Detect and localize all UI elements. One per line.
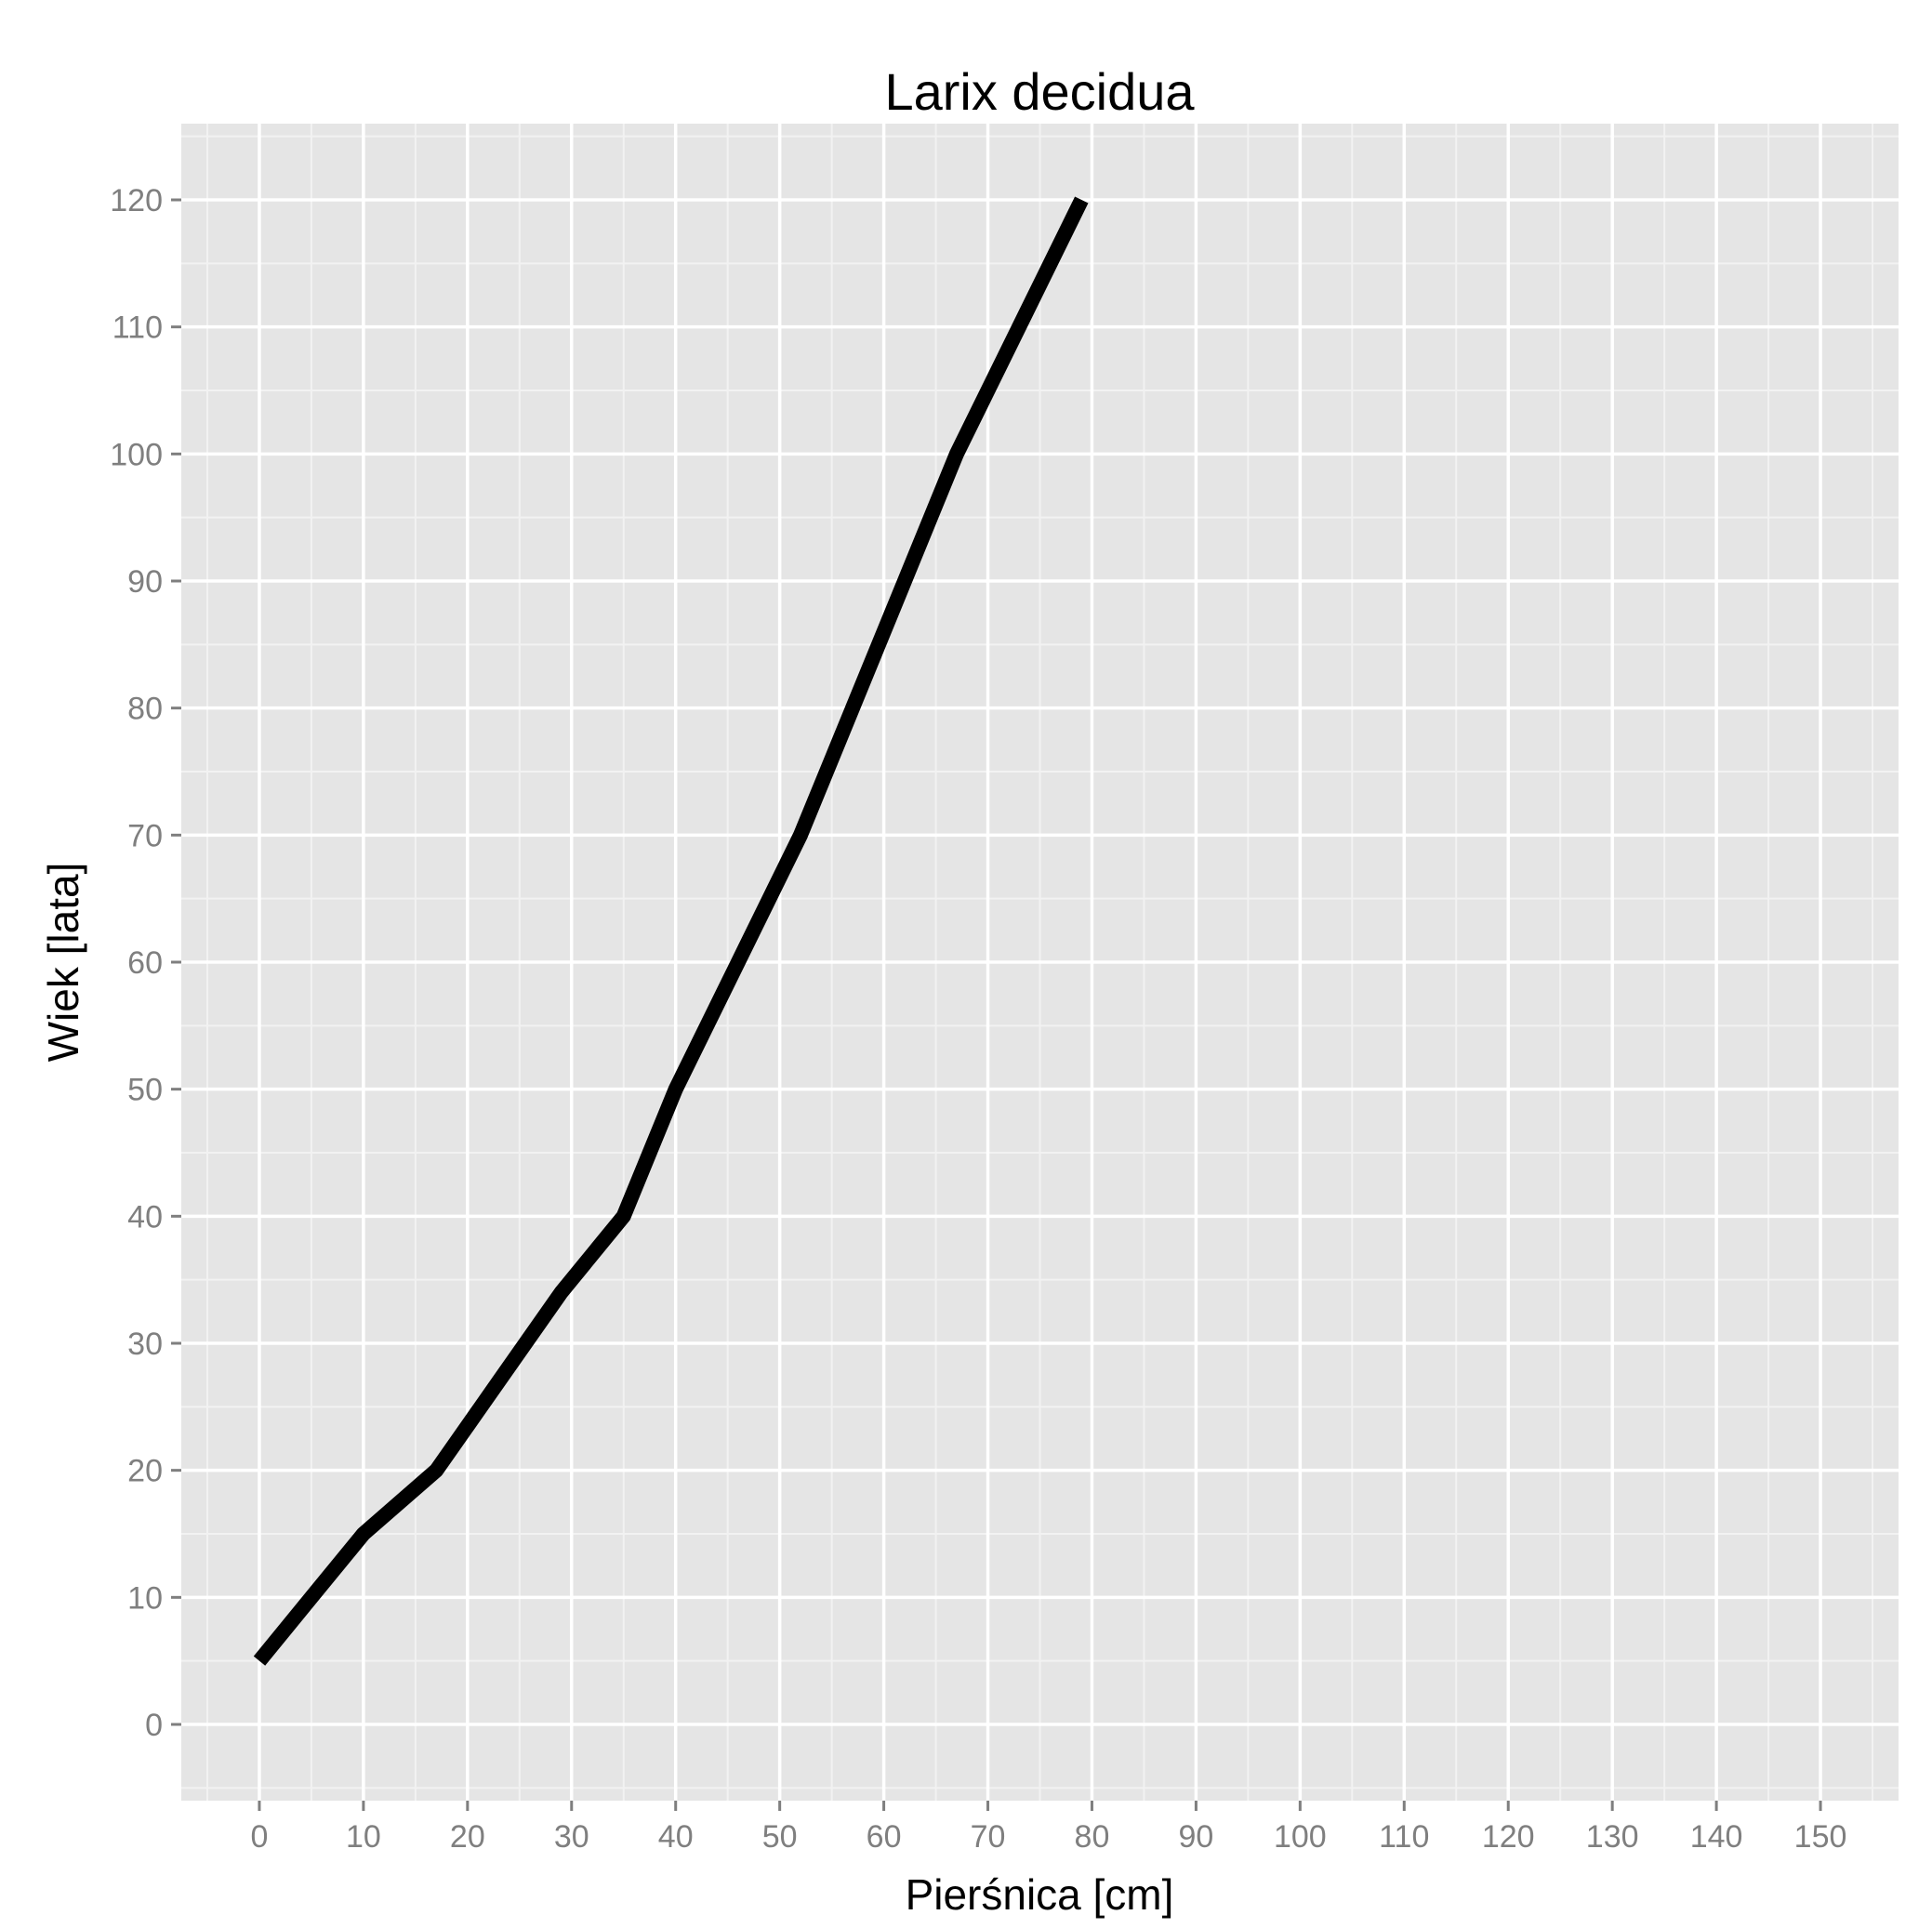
- y-tick-label: 0: [145, 1708, 163, 1743]
- chart-title: Larix decidua: [884, 62, 1195, 121]
- x-tick-label: 40: [658, 1819, 694, 1855]
- x-tick-label: 70: [971, 1819, 1006, 1855]
- x-tick-label: 110: [1379, 1819, 1429, 1855]
- y-tick-label: 60: [127, 945, 163, 981]
- series-line: [253, 196, 1089, 1666]
- x-tick-label: 150: [1794, 1819, 1847, 1855]
- x-tick-label: 0: [250, 1819, 268, 1855]
- x-tick-label: 120: [1482, 1819, 1535, 1855]
- x-tick-label: 100: [1274, 1819, 1327, 1855]
- y-tick-label: 40: [127, 1199, 163, 1235]
- x-tick-label: 10: [346, 1819, 381, 1855]
- y-axis-ticks: 0 10 20 30 40 50 60 70 80 90 100 110 120: [110, 183, 181, 1743]
- y-tick-label: 30: [127, 1327, 163, 1362]
- y-axis-label: Wiek [lata]: [39, 863, 87, 1063]
- x-tick-label: 50: [762, 1819, 798, 1855]
- x-tick-label: 90: [1178, 1819, 1213, 1855]
- y-tick-label: 10: [127, 1580, 163, 1616]
- x-axis-ticks: 0 10 20 30 40 50 60 70 80 90 100 110 120 130 140 150: [250, 1801, 1846, 1855]
- x-tick-label: 60: [867, 1819, 902, 1855]
- y-tick-label: 110: [112, 310, 163, 346]
- x-tick-label: 130: [1586, 1819, 1639, 1855]
- y-tick-label: 120: [110, 183, 163, 218]
- x-tick-label: 140: [1690, 1819, 1743, 1855]
- y-tick-label: 100: [110, 437, 163, 472]
- x-tick-label: 80: [1075, 1819, 1110, 1855]
- y-tick-label: 90: [127, 564, 163, 600]
- x-tick-label: 30: [554, 1819, 589, 1855]
- y-tick-label: 50: [127, 1073, 163, 1108]
- y-tick-label: 70: [127, 818, 163, 853]
- y-tick-label: 20: [127, 1454, 163, 1489]
- y-tick-label: 80: [127, 692, 163, 727]
- x-tick-label: 20: [450, 1819, 485, 1855]
- x-axis-label: Pierśnica [cm]: [906, 1870, 1174, 1919]
- series-layer: [253, 196, 1089, 1666]
- major-gridlines: [181, 124, 1899, 1801]
